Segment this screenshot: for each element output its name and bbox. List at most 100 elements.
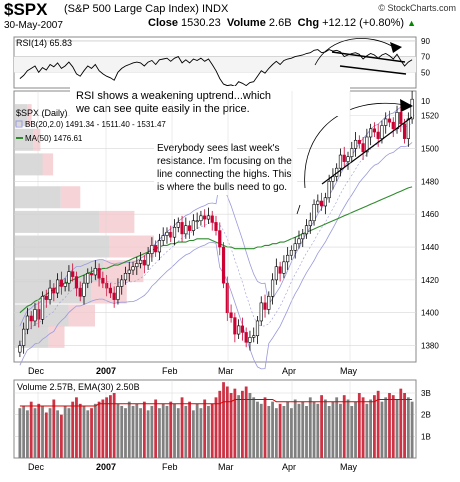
volume-bar — [18, 408, 22, 458]
rsi-tick-label: 90 — [421, 37, 430, 46]
candle-body — [237, 325, 241, 335]
volume-bar — [199, 408, 203, 458]
candle-body — [346, 156, 350, 162]
x-axis-label-bottom: Feb — [162, 462, 178, 472]
volume-by-price-bar — [15, 128, 34, 151]
volume-bar — [342, 395, 346, 458]
volume-bar — [256, 401, 259, 458]
volume-bar — [320, 395, 323, 458]
candle-body — [123, 273, 128, 281]
volume-bar — [297, 403, 301, 458]
candle-body — [353, 139, 358, 149]
candle-body — [176, 222, 180, 228]
volume-legend-bg — [15, 381, 155, 392]
candle-body — [180, 222, 184, 235]
volume-bar — [191, 410, 195, 458]
volume-bar — [71, 401, 75, 458]
candle-body — [384, 118, 388, 126]
volume-bar — [323, 399, 327, 458]
rsi-arrow-head — [390, 42, 402, 53]
candle-body — [406, 118, 410, 139]
candle-body — [225, 282, 229, 314]
close-label: Close — [148, 17, 178, 29]
volume-by-price-bar — [15, 210, 100, 233]
volume-bar — [263, 397, 267, 458]
volume-bar — [308, 397, 312, 458]
volume-bar — [33, 408, 37, 458]
candle-body — [308, 220, 312, 226]
candle-body — [52, 287, 56, 294]
candle-body — [286, 254, 290, 263]
candle-body — [203, 215, 207, 220]
candle-body — [365, 136, 369, 153]
volume-bar — [218, 390, 222, 458]
candle-body — [240, 325, 245, 333]
chg-label: Chg — [297, 17, 320, 29]
volume-value: 2.6B — [268, 17, 292, 29]
volume-bar — [112, 393, 116, 458]
candle-body — [244, 332, 248, 343]
symbol-description: (S&P 500 Large Cap Index) INDX — [64, 3, 229, 15]
volume-bar — [252, 397, 256, 458]
candle-body — [40, 296, 45, 320]
candle-body — [48, 287, 52, 300]
price-tick-label-top: 10 — [421, 97, 430, 106]
volume-bar — [274, 408, 278, 458]
volume-bar — [286, 401, 290, 458]
volume-bar — [139, 408, 142, 458]
candle-body — [188, 225, 192, 231]
volume-bar — [146, 410, 150, 458]
price-arrow-head — [400, 99, 413, 112]
volume-bar — [376, 390, 380, 458]
candle-body — [312, 204, 316, 222]
candle-body — [101, 277, 105, 284]
volume-bar — [293, 399, 297, 458]
candle-body — [86, 273, 90, 284]
stockcharts-logo: © StockCharts.com — [378, 3, 456, 13]
candle-body — [301, 233, 305, 240]
annotation-resistance-line: line connecting the highs. This — [157, 169, 291, 180]
volume-bar — [241, 390, 244, 458]
volume-bar — [384, 397, 388, 458]
chg-up-arrow-icon: ▲ — [407, 18, 417, 28]
candle-body — [263, 302, 267, 310]
candle-body — [361, 143, 365, 153]
volume-bar — [127, 401, 131, 458]
candle-body — [206, 215, 211, 220]
price-tick-label: 1420 — [421, 276, 439, 285]
candle-body — [169, 231, 173, 238]
x-axis-label-top: 2007 — [96, 366, 116, 376]
volume-bar — [290, 408, 293, 458]
volume-bar — [282, 406, 286, 458]
volume-bar — [403, 393, 406, 458]
volume-bar — [244, 386, 248, 458]
price-legend-ma: MA(50) 1476.61 — [25, 134, 83, 143]
volume-by-price-bar — [15, 153, 43, 176]
volume-tick-label: 1B — [421, 432, 431, 441]
candle-body — [372, 128, 377, 133]
x-axis-label-top: Feb — [162, 366, 178, 376]
candle-body — [37, 309, 41, 320]
volume-bar — [158, 408, 161, 458]
volume-bar — [248, 393, 252, 458]
candle-body — [55, 279, 60, 294]
volume-bar — [365, 403, 369, 458]
volume-bar — [37, 403, 41, 458]
volume-ema-line — [19, 399, 413, 407]
volume-bar — [410, 401, 414, 458]
candle-body — [391, 121, 395, 130]
candle-body — [293, 243, 297, 251]
volume-bar — [116, 403, 120, 458]
candle-body — [233, 317, 237, 335]
volume-bar — [93, 403, 97, 458]
volume-bar — [176, 408, 180, 458]
rsi-arrow-curve — [314, 38, 396, 66]
candle-body — [146, 253, 150, 266]
x-axis-label-bottom: Apr — [282, 462, 296, 472]
candle-body — [44, 296, 48, 300]
candle-body — [259, 302, 263, 322]
x-axis-label-bottom: 2007 — [96, 462, 116, 472]
volume-bar — [75, 397, 78, 458]
volume-bar — [267, 406, 271, 458]
